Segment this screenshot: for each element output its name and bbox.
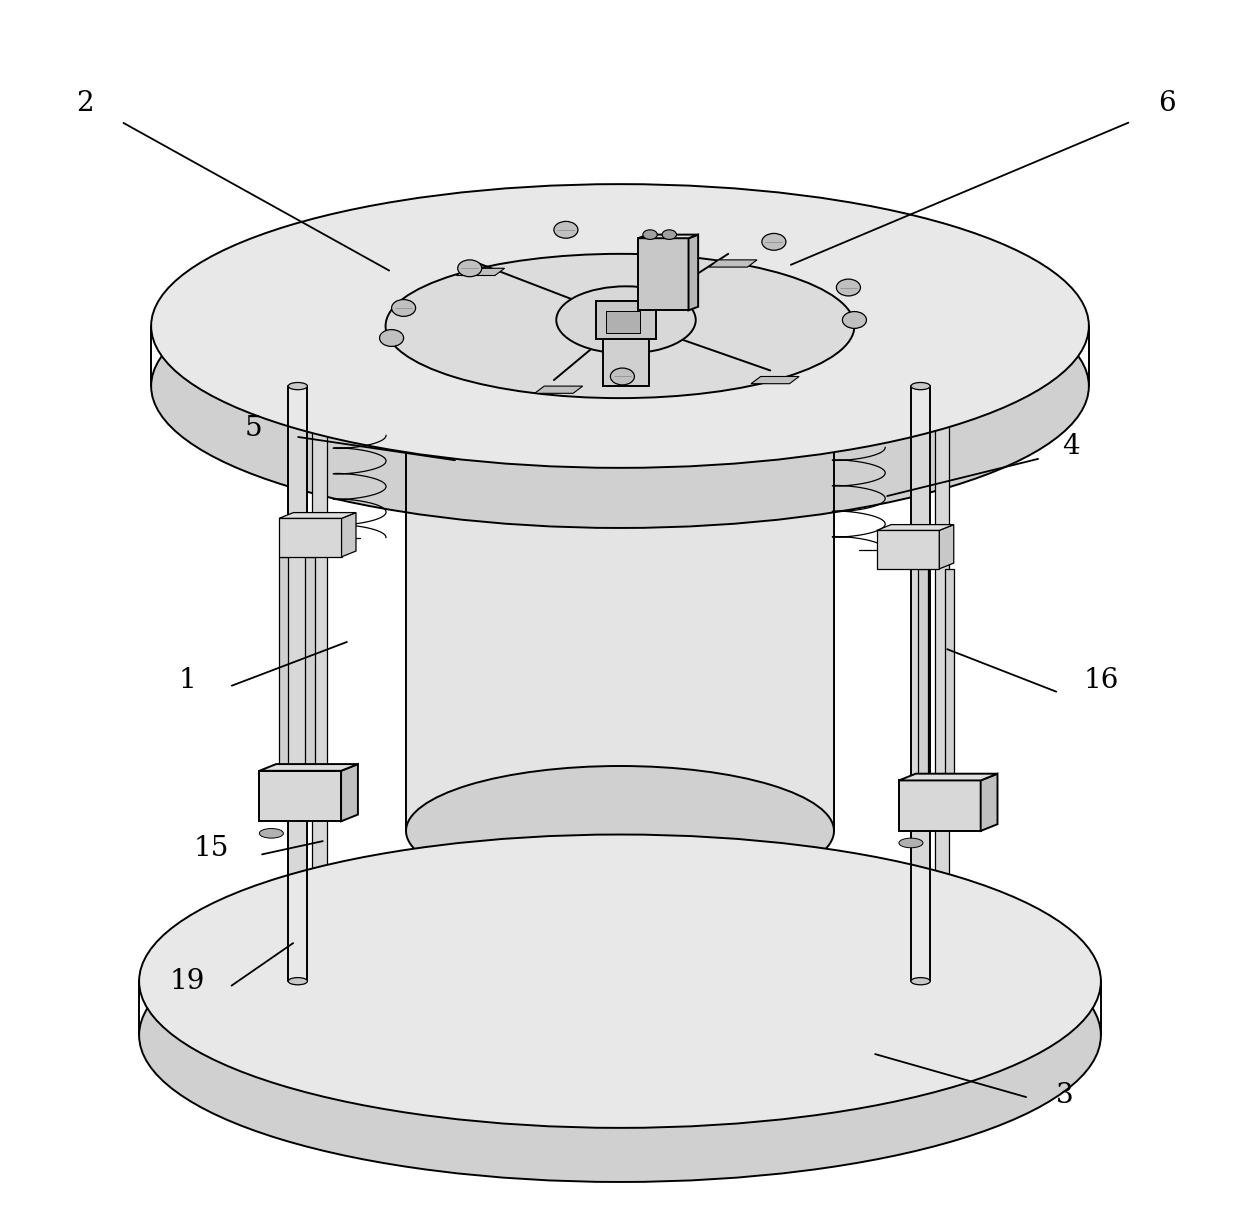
Text: 2: 2 (76, 90, 94, 117)
Polygon shape (341, 512, 356, 557)
Polygon shape (279, 557, 288, 771)
Ellipse shape (842, 312, 867, 329)
Ellipse shape (899, 839, 923, 848)
Ellipse shape (392, 300, 415, 317)
Ellipse shape (837, 280, 861, 296)
Ellipse shape (151, 184, 1089, 468)
Ellipse shape (288, 382, 308, 389)
Ellipse shape (151, 245, 1089, 528)
Text: 1: 1 (179, 668, 196, 694)
Text: 6: 6 (1158, 90, 1176, 117)
Polygon shape (259, 764, 358, 771)
Polygon shape (751, 376, 799, 383)
Polygon shape (688, 235, 698, 311)
Ellipse shape (139, 888, 1101, 1182)
Polygon shape (259, 771, 341, 822)
Polygon shape (911, 386, 930, 981)
Ellipse shape (379, 330, 403, 346)
Ellipse shape (642, 230, 657, 240)
Ellipse shape (911, 977, 930, 984)
Text: 15: 15 (193, 835, 229, 863)
Polygon shape (279, 518, 341, 557)
Ellipse shape (405, 766, 835, 895)
Polygon shape (899, 774, 997, 781)
Polygon shape (940, 524, 954, 569)
Polygon shape (918, 569, 928, 781)
Text: 16: 16 (1084, 668, 1118, 694)
Polygon shape (279, 512, 356, 518)
Polygon shape (899, 781, 981, 831)
Ellipse shape (288, 977, 308, 984)
Polygon shape (405, 386, 835, 831)
Polygon shape (534, 386, 583, 393)
Polygon shape (639, 239, 688, 311)
Polygon shape (305, 557, 315, 771)
Ellipse shape (259, 829, 284, 839)
Polygon shape (877, 530, 940, 569)
Text: 4: 4 (1061, 433, 1080, 460)
Ellipse shape (554, 222, 578, 239)
Text: 5: 5 (244, 415, 262, 442)
Polygon shape (456, 269, 505, 276)
Ellipse shape (610, 368, 635, 384)
Polygon shape (935, 386, 950, 981)
Text: 3: 3 (1056, 1082, 1074, 1109)
Ellipse shape (139, 835, 1101, 1128)
Polygon shape (603, 337, 649, 386)
Polygon shape (981, 774, 997, 831)
Text: 19: 19 (170, 968, 205, 994)
Ellipse shape (405, 322, 835, 451)
Ellipse shape (386, 254, 854, 398)
Ellipse shape (761, 234, 786, 251)
Polygon shape (877, 524, 954, 530)
Ellipse shape (662, 230, 677, 240)
Polygon shape (341, 764, 358, 822)
Bar (605, 311, 640, 334)
Ellipse shape (458, 260, 482, 277)
Polygon shape (288, 386, 308, 981)
Bar (596, 301, 656, 340)
Polygon shape (709, 260, 758, 268)
Polygon shape (312, 386, 326, 981)
Polygon shape (945, 569, 955, 781)
Polygon shape (639, 235, 698, 239)
Ellipse shape (557, 287, 696, 353)
Ellipse shape (911, 382, 930, 389)
